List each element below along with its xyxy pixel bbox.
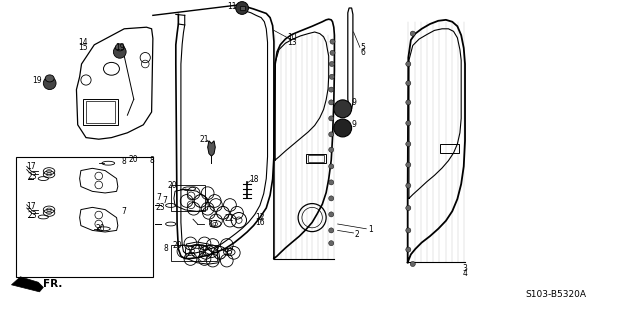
Text: 8: 8: [149, 156, 154, 164]
Polygon shape: [208, 141, 215, 156]
Circle shape: [406, 141, 411, 147]
Ellipse shape: [115, 44, 124, 51]
Text: 2: 2: [354, 230, 359, 239]
Circle shape: [406, 205, 411, 211]
Text: 3: 3: [462, 264, 468, 273]
Circle shape: [406, 81, 411, 86]
Text: 17: 17: [208, 220, 218, 228]
Circle shape: [329, 212, 334, 217]
Text: 7: 7: [162, 196, 167, 204]
Polygon shape: [11, 277, 43, 292]
Text: 20: 20: [167, 181, 177, 190]
Text: 15: 15: [78, 43, 88, 52]
Circle shape: [410, 261, 415, 267]
Text: 11: 11: [227, 2, 236, 11]
Text: 20: 20: [129, 155, 139, 164]
Circle shape: [334, 100, 352, 118]
Text: S103-B5320A: S103-B5320A: [525, 290, 586, 299]
Text: 23: 23: [27, 172, 37, 181]
Circle shape: [406, 162, 411, 167]
Text: 5: 5: [361, 43, 366, 52]
Circle shape: [406, 183, 411, 188]
Text: 22: 22: [225, 214, 234, 223]
Text: 4: 4: [462, 269, 468, 278]
Circle shape: [330, 50, 335, 55]
Text: 13: 13: [287, 38, 297, 47]
Ellipse shape: [45, 75, 54, 82]
Text: 23: 23: [27, 211, 37, 220]
Text: 10: 10: [287, 33, 297, 42]
Text: 16: 16: [255, 218, 265, 227]
Text: 6: 6: [361, 48, 366, 57]
Text: 20: 20: [172, 241, 182, 250]
Circle shape: [329, 196, 334, 201]
Circle shape: [406, 247, 411, 252]
Circle shape: [329, 100, 334, 105]
Circle shape: [406, 100, 411, 105]
Text: 8: 8: [163, 244, 168, 252]
Text: 17: 17: [224, 248, 234, 257]
Text: 7: 7: [122, 207, 127, 216]
Text: 9: 9: [352, 98, 357, 107]
Circle shape: [329, 61, 334, 67]
Circle shape: [329, 87, 334, 92]
Text: 8: 8: [122, 157, 127, 166]
Text: FR.: FR.: [43, 279, 62, 289]
Circle shape: [113, 45, 126, 58]
Bar: [16, 157, 153, 277]
Circle shape: [406, 61, 411, 67]
Circle shape: [329, 132, 334, 137]
Text: 21: 21: [199, 135, 208, 144]
Text: 14: 14: [78, 38, 88, 47]
Circle shape: [329, 74, 334, 79]
Circle shape: [43, 77, 56, 90]
Circle shape: [330, 39, 335, 44]
Circle shape: [236, 2, 248, 14]
Text: 18: 18: [249, 175, 258, 184]
Circle shape: [410, 31, 415, 36]
Text: 9: 9: [352, 120, 357, 129]
Circle shape: [329, 164, 334, 169]
Circle shape: [406, 121, 411, 126]
Circle shape: [329, 180, 334, 185]
Text: 17: 17: [25, 202, 36, 211]
Circle shape: [329, 147, 334, 152]
Text: 7: 7: [157, 193, 162, 202]
Circle shape: [334, 119, 352, 137]
Circle shape: [329, 228, 334, 233]
Text: 20: 20: [96, 224, 106, 233]
Circle shape: [329, 241, 334, 246]
Circle shape: [329, 116, 334, 121]
Text: 23: 23: [155, 203, 166, 212]
Text: 17: 17: [25, 162, 36, 171]
Text: 23: 23: [186, 249, 196, 258]
Text: 12: 12: [255, 213, 264, 222]
Polygon shape: [240, 6, 245, 10]
Circle shape: [406, 228, 411, 233]
Text: 19: 19: [115, 43, 125, 52]
Text: 19: 19: [32, 76, 42, 84]
Text: 1: 1: [368, 225, 373, 234]
